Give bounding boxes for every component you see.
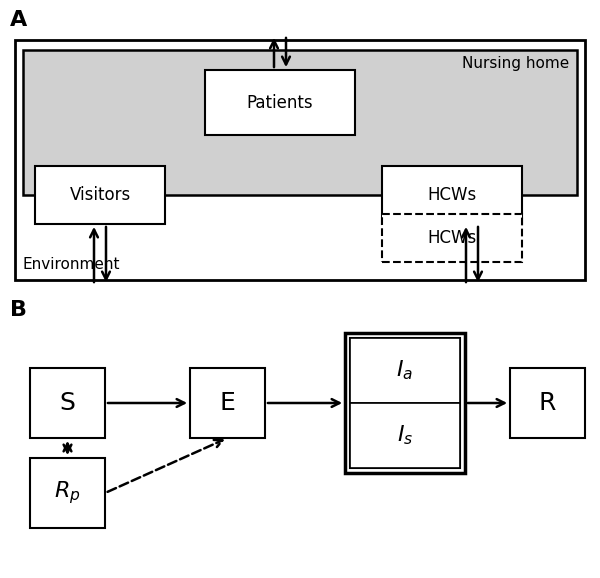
Bar [350, 338, 460, 468]
Bar [345, 333, 465, 473]
Text: A: A [10, 10, 27, 30]
Bar [350, 338, 460, 403]
Bar [382, 166, 522, 224]
Bar [15, 40, 585, 280]
Text: HCWs: HCWs [427, 186, 476, 204]
Text: E: E [220, 391, 235, 415]
Bar [190, 368, 265, 438]
Bar [23, 50, 577, 195]
Text: Nursing home: Nursing home [462, 56, 569, 71]
Text: $I_s$: $I_s$ [397, 424, 413, 447]
Bar [382, 214, 522, 262]
Text: Patients: Patients [247, 94, 313, 112]
Text: B: B [10, 300, 27, 320]
Text: R: R [539, 391, 556, 415]
Text: S: S [59, 391, 76, 415]
Text: Visitors: Visitors [70, 186, 131, 204]
Bar [205, 70, 355, 135]
Text: $R_p$: $R_p$ [54, 480, 81, 506]
Bar [35, 166, 165, 224]
Text: HCWs: HCWs [427, 229, 476, 247]
Bar [30, 458, 105, 528]
Bar [510, 368, 585, 438]
Text: Environment: Environment [23, 257, 121, 272]
Text: $I_a$: $I_a$ [397, 359, 413, 382]
Bar [350, 403, 460, 468]
Bar [30, 368, 105, 438]
